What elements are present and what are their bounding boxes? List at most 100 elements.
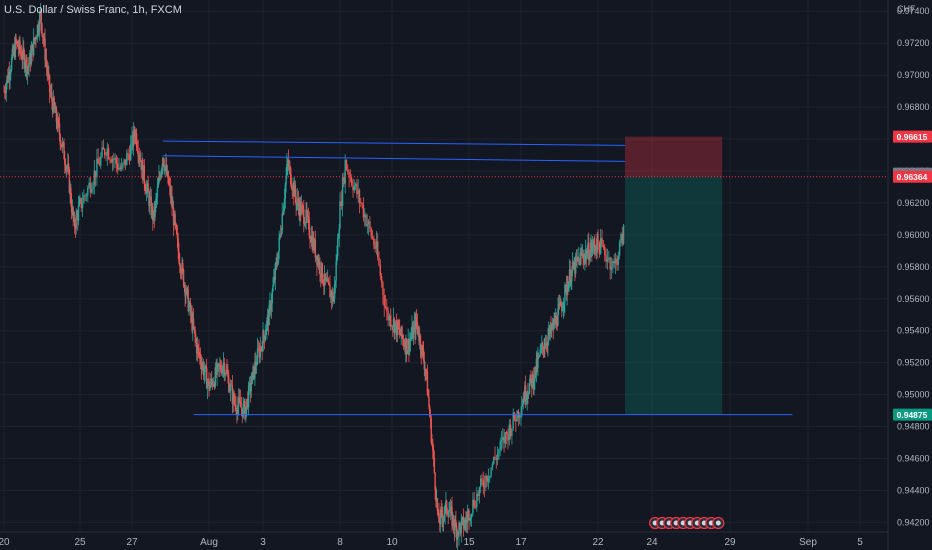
candle-body bbox=[43, 38, 45, 42]
candle-body bbox=[100, 156, 102, 166]
candle-body bbox=[451, 507, 453, 526]
candle-body bbox=[419, 335, 422, 350]
candle-body bbox=[22, 47, 24, 60]
candle-body bbox=[408, 339, 410, 352]
candle-body bbox=[136, 146, 139, 151]
candle-body bbox=[13, 46, 15, 55]
candle-body bbox=[544, 348, 546, 350]
candle-body bbox=[44, 38, 46, 61]
candle-body bbox=[305, 209, 307, 223]
economic-events[interactable] bbox=[649, 516, 725, 530]
candle-body bbox=[139, 155, 141, 160]
candle-body bbox=[468, 510, 470, 521]
candle-body bbox=[137, 150, 139, 157]
candle-body bbox=[47, 72, 49, 74]
candle-body bbox=[286, 163, 288, 176]
candle-body bbox=[166, 171, 169, 175]
candle-body bbox=[347, 169, 349, 173]
candle-body bbox=[64, 164, 67, 170]
candle-body bbox=[263, 330, 265, 337]
candle-body bbox=[118, 167, 120, 170]
candle-body bbox=[229, 384, 232, 391]
price-axis[interactable]: CHF0.974000.972000.970000.968000.966000.… bbox=[897, 4, 930, 527]
candle-body bbox=[303, 224, 306, 226]
candle-body bbox=[365, 214, 367, 226]
middle-trendline bbox=[162, 155, 626, 162]
candle-body bbox=[521, 406, 523, 415]
candle-body bbox=[182, 263, 184, 270]
time-tick-label: 10 bbox=[386, 537, 398, 548]
candle-body bbox=[498, 449, 500, 454]
candle-body bbox=[202, 364, 205, 376]
candle-body bbox=[486, 475, 488, 482]
candle-body bbox=[429, 406, 431, 417]
candle-body bbox=[285, 175, 287, 185]
candle-body bbox=[153, 210, 156, 218]
candle-body bbox=[81, 203, 84, 208]
candle-body bbox=[575, 256, 578, 260]
chart-title: U.S. Dollar / Swiss Franc, 1h, FXCM bbox=[4, 4, 182, 16]
candle-body bbox=[26, 66, 29, 74]
candle-body bbox=[199, 355, 202, 364]
candle-body bbox=[353, 186, 355, 191]
candle-body bbox=[594, 248, 597, 250]
candle-body bbox=[216, 363, 218, 376]
candle-body bbox=[261, 347, 263, 352]
candle-body bbox=[430, 418, 432, 443]
candle-body bbox=[70, 187, 72, 204]
candle-body bbox=[531, 374, 534, 388]
price-tag-label: 0.96615 bbox=[897, 132, 928, 142]
candle-body bbox=[341, 177, 344, 207]
candle-body bbox=[449, 511, 451, 513]
candle-body bbox=[211, 381, 214, 386]
candle-body bbox=[140, 160, 142, 170]
candle-body bbox=[292, 183, 294, 191]
candle-body bbox=[219, 365, 221, 367]
candle-body bbox=[418, 335, 420, 341]
candle-body bbox=[156, 187, 159, 197]
candle-body bbox=[105, 154, 107, 156]
candle-body bbox=[152, 206, 154, 221]
candle-body bbox=[150, 196, 152, 216]
candle-body bbox=[252, 366, 254, 372]
candle-body bbox=[375, 241, 378, 249]
candle-body bbox=[573, 262, 575, 269]
candle-body bbox=[348, 172, 350, 178]
candle-body bbox=[155, 198, 157, 204]
candle-body bbox=[524, 385, 527, 401]
candle-body bbox=[146, 183, 149, 188]
candle-body bbox=[114, 157, 116, 160]
candle-body bbox=[338, 228, 340, 239]
candle-body bbox=[162, 158, 164, 167]
candle-body bbox=[9, 74, 11, 79]
candle-body bbox=[13, 46, 16, 58]
candle-body bbox=[352, 184, 354, 191]
candle-body bbox=[437, 511, 439, 513]
candle-body bbox=[480, 478, 482, 488]
time-axis[interactable]: 20 25 27 Aug 3 8 10 15 17 22 24 29 Sep 5 bbox=[0, 537, 863, 548]
candle-body bbox=[45, 59, 47, 61]
candle-body bbox=[234, 403, 236, 405]
candle-body bbox=[403, 344, 406, 346]
take-profit-zone bbox=[625, 176, 723, 415]
candle-body bbox=[316, 255, 318, 266]
candle-body bbox=[561, 306, 563, 312]
candle-body bbox=[392, 318, 395, 327]
candle-body bbox=[308, 218, 310, 236]
candle-body bbox=[41, 23, 43, 36]
candle-body bbox=[274, 264, 277, 280]
candle-body bbox=[369, 221, 371, 229]
candle-body bbox=[617, 255, 619, 266]
candle-body bbox=[489, 475, 491, 478]
candle-body bbox=[496, 453, 499, 460]
candle-body bbox=[558, 303, 561, 305]
candle-body bbox=[51, 92, 53, 102]
position-tool[interactable] bbox=[625, 136, 723, 415]
candle-body bbox=[481, 478, 483, 481]
candle-body bbox=[5, 83, 7, 94]
candle-body bbox=[220, 365, 222, 371]
drawn-lines[interactable] bbox=[0, 140, 888, 416]
price-tag-label: 0.96364 bbox=[897, 172, 928, 182]
candle-body bbox=[73, 218, 75, 219]
